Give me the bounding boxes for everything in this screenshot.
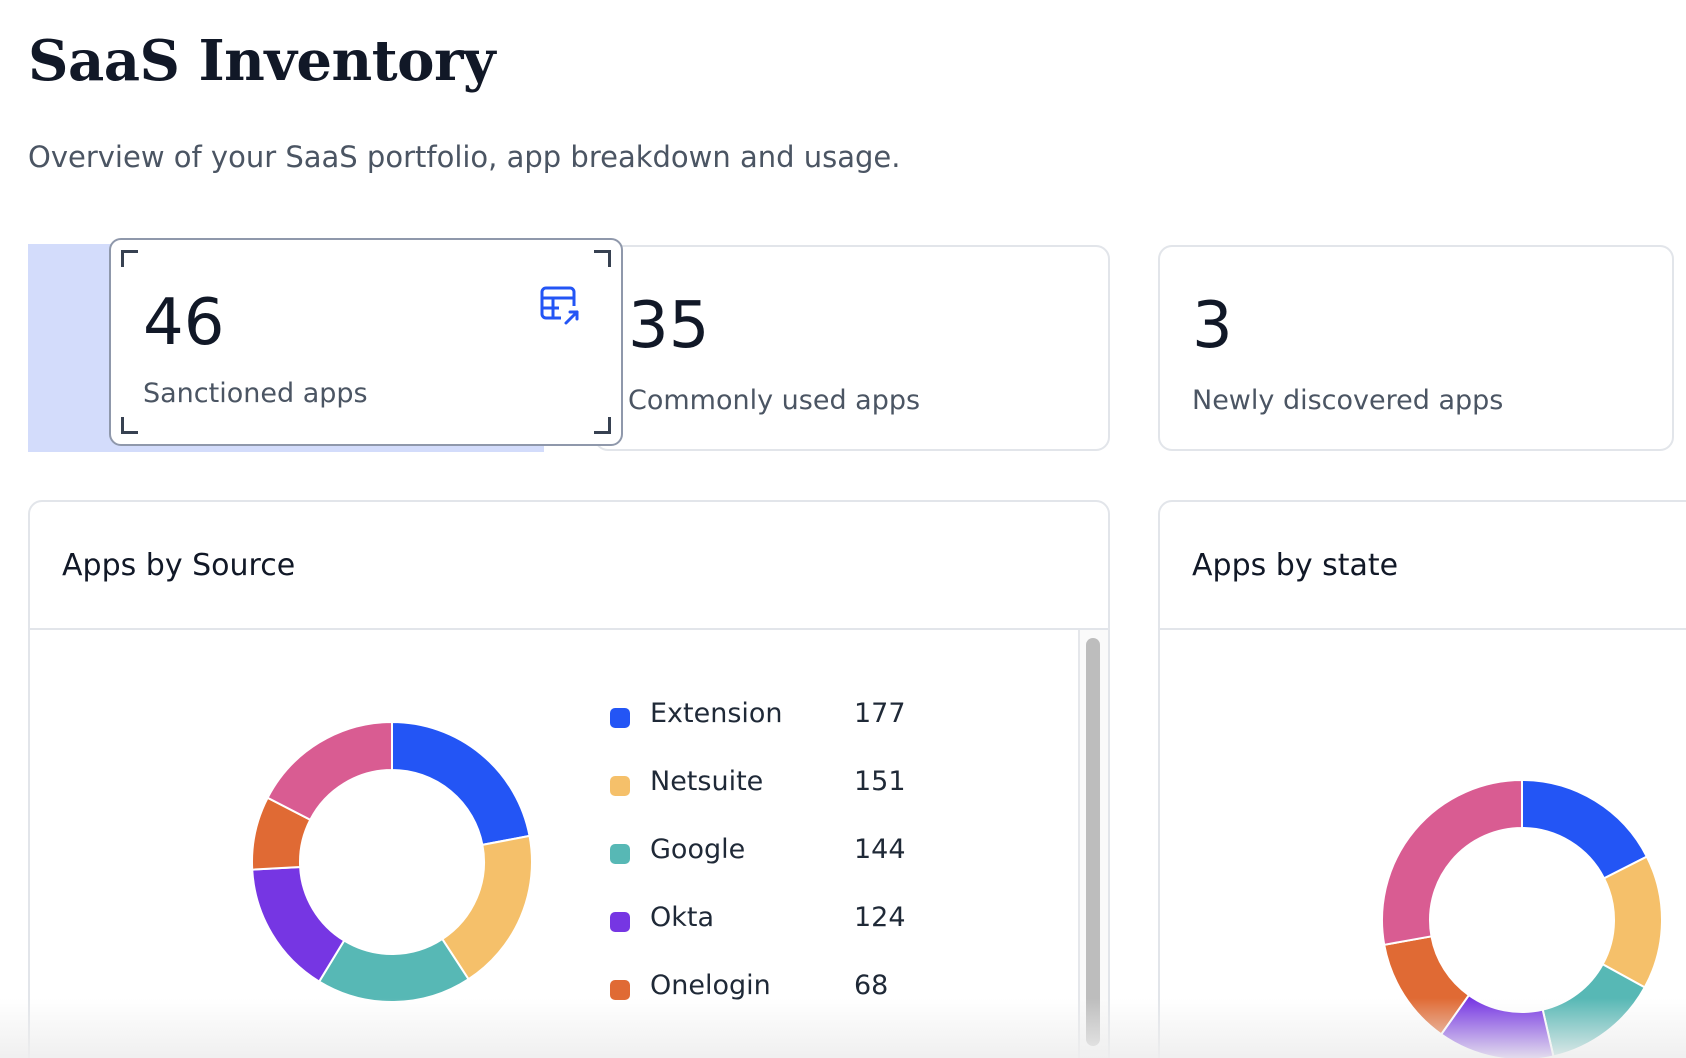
page-title: SaaS Inventory [28,28,496,94]
legend-label: Onelogin [650,970,771,1001]
legend-label: Netsuite [650,766,764,797]
panel-title: Apps by state [1192,548,1399,583]
source-slice-okta[interactable] [251,865,346,983]
resize-handle-bottom-left[interactable] [121,417,138,434]
stat-value: 35 [628,289,710,363]
legend-item-google[interactable]: Google 144 [610,828,930,896]
state-slice-1[interactable] [1521,778,1649,880]
legend-item-onelogin[interactable]: Onelogin 68 [610,964,930,1032]
source-slice-google[interactable] [317,937,470,1003]
panel-header: Apps by state [1160,502,1686,630]
resize-handle-bottom-right[interactable] [594,417,611,434]
scrollbar-thumb[interactable] [1086,638,1100,1046]
panel-scrollbar[interactable] [1078,630,1108,1058]
legend-label: Google [650,834,746,865]
panel-apps-by-source: Apps by Source Extension 177 Netsuite 151 Go… [28,500,1110,1058]
legend-value: 144 [854,834,906,865]
stat-value: 46 [143,286,225,360]
state-slice-6[interactable] [1381,778,1523,946]
stat-label: Commonly used apps [628,385,921,416]
legend-swatch [610,708,630,728]
stat-card-newly-discovered[interactable]: 3 Newly discovered apps [1158,245,1674,451]
stat-card-commonly-used[interactable]: 35 Commonly used apps [594,245,1110,451]
chart-legend: Extension 177 Netsuite 151 Google 144 Okta 124 O… [610,692,930,1032]
legend-value: 68 [854,970,889,1001]
panel-header: Apps by Source [30,502,1108,630]
panel-title: Apps by Source [62,548,296,583]
source-slice-extension[interactable] [391,720,531,847]
stat-label: Sanctioned apps [143,378,368,409]
legend-item-extension[interactable]: Extension 177 [610,692,930,760]
legend-value: 124 [854,902,906,933]
resize-handle-top-right[interactable] [594,250,611,267]
state-slice-2[interactable] [1601,855,1663,989]
legend-item-netsuite[interactable]: Netsuite 151 [610,760,930,828]
legend-item-okta[interactable]: Okta 124 [610,896,930,964]
stat-card-sanctioned[interactable]: 46 Sanctioned apps [109,238,623,446]
bottom-fade [0,998,1686,1058]
legend-swatch [610,776,630,796]
page-subtitle: Overview of your SaaS portfolio, app bre… [28,140,901,174]
source-slice-other[interactable] [266,720,393,822]
resize-handle-top-left[interactable] [121,250,138,267]
table-open-icon[interactable] [539,284,583,328]
stat-value: 3 [1192,289,1233,363]
legend-label: Okta [650,902,715,933]
stat-label: Newly discovered apps [1192,385,1504,416]
legend-label: Extension [650,698,783,729]
legend-swatch [610,912,630,932]
legend-value: 177 [854,698,906,729]
legend-value: 151 [854,766,906,797]
source-slice-netsuite[interactable] [440,834,533,981]
panel-apps-by-state: Apps by state [1158,500,1686,1058]
legend-swatch [610,980,630,1000]
legend-swatch [610,844,630,864]
donut-chart-source [251,720,533,1003]
